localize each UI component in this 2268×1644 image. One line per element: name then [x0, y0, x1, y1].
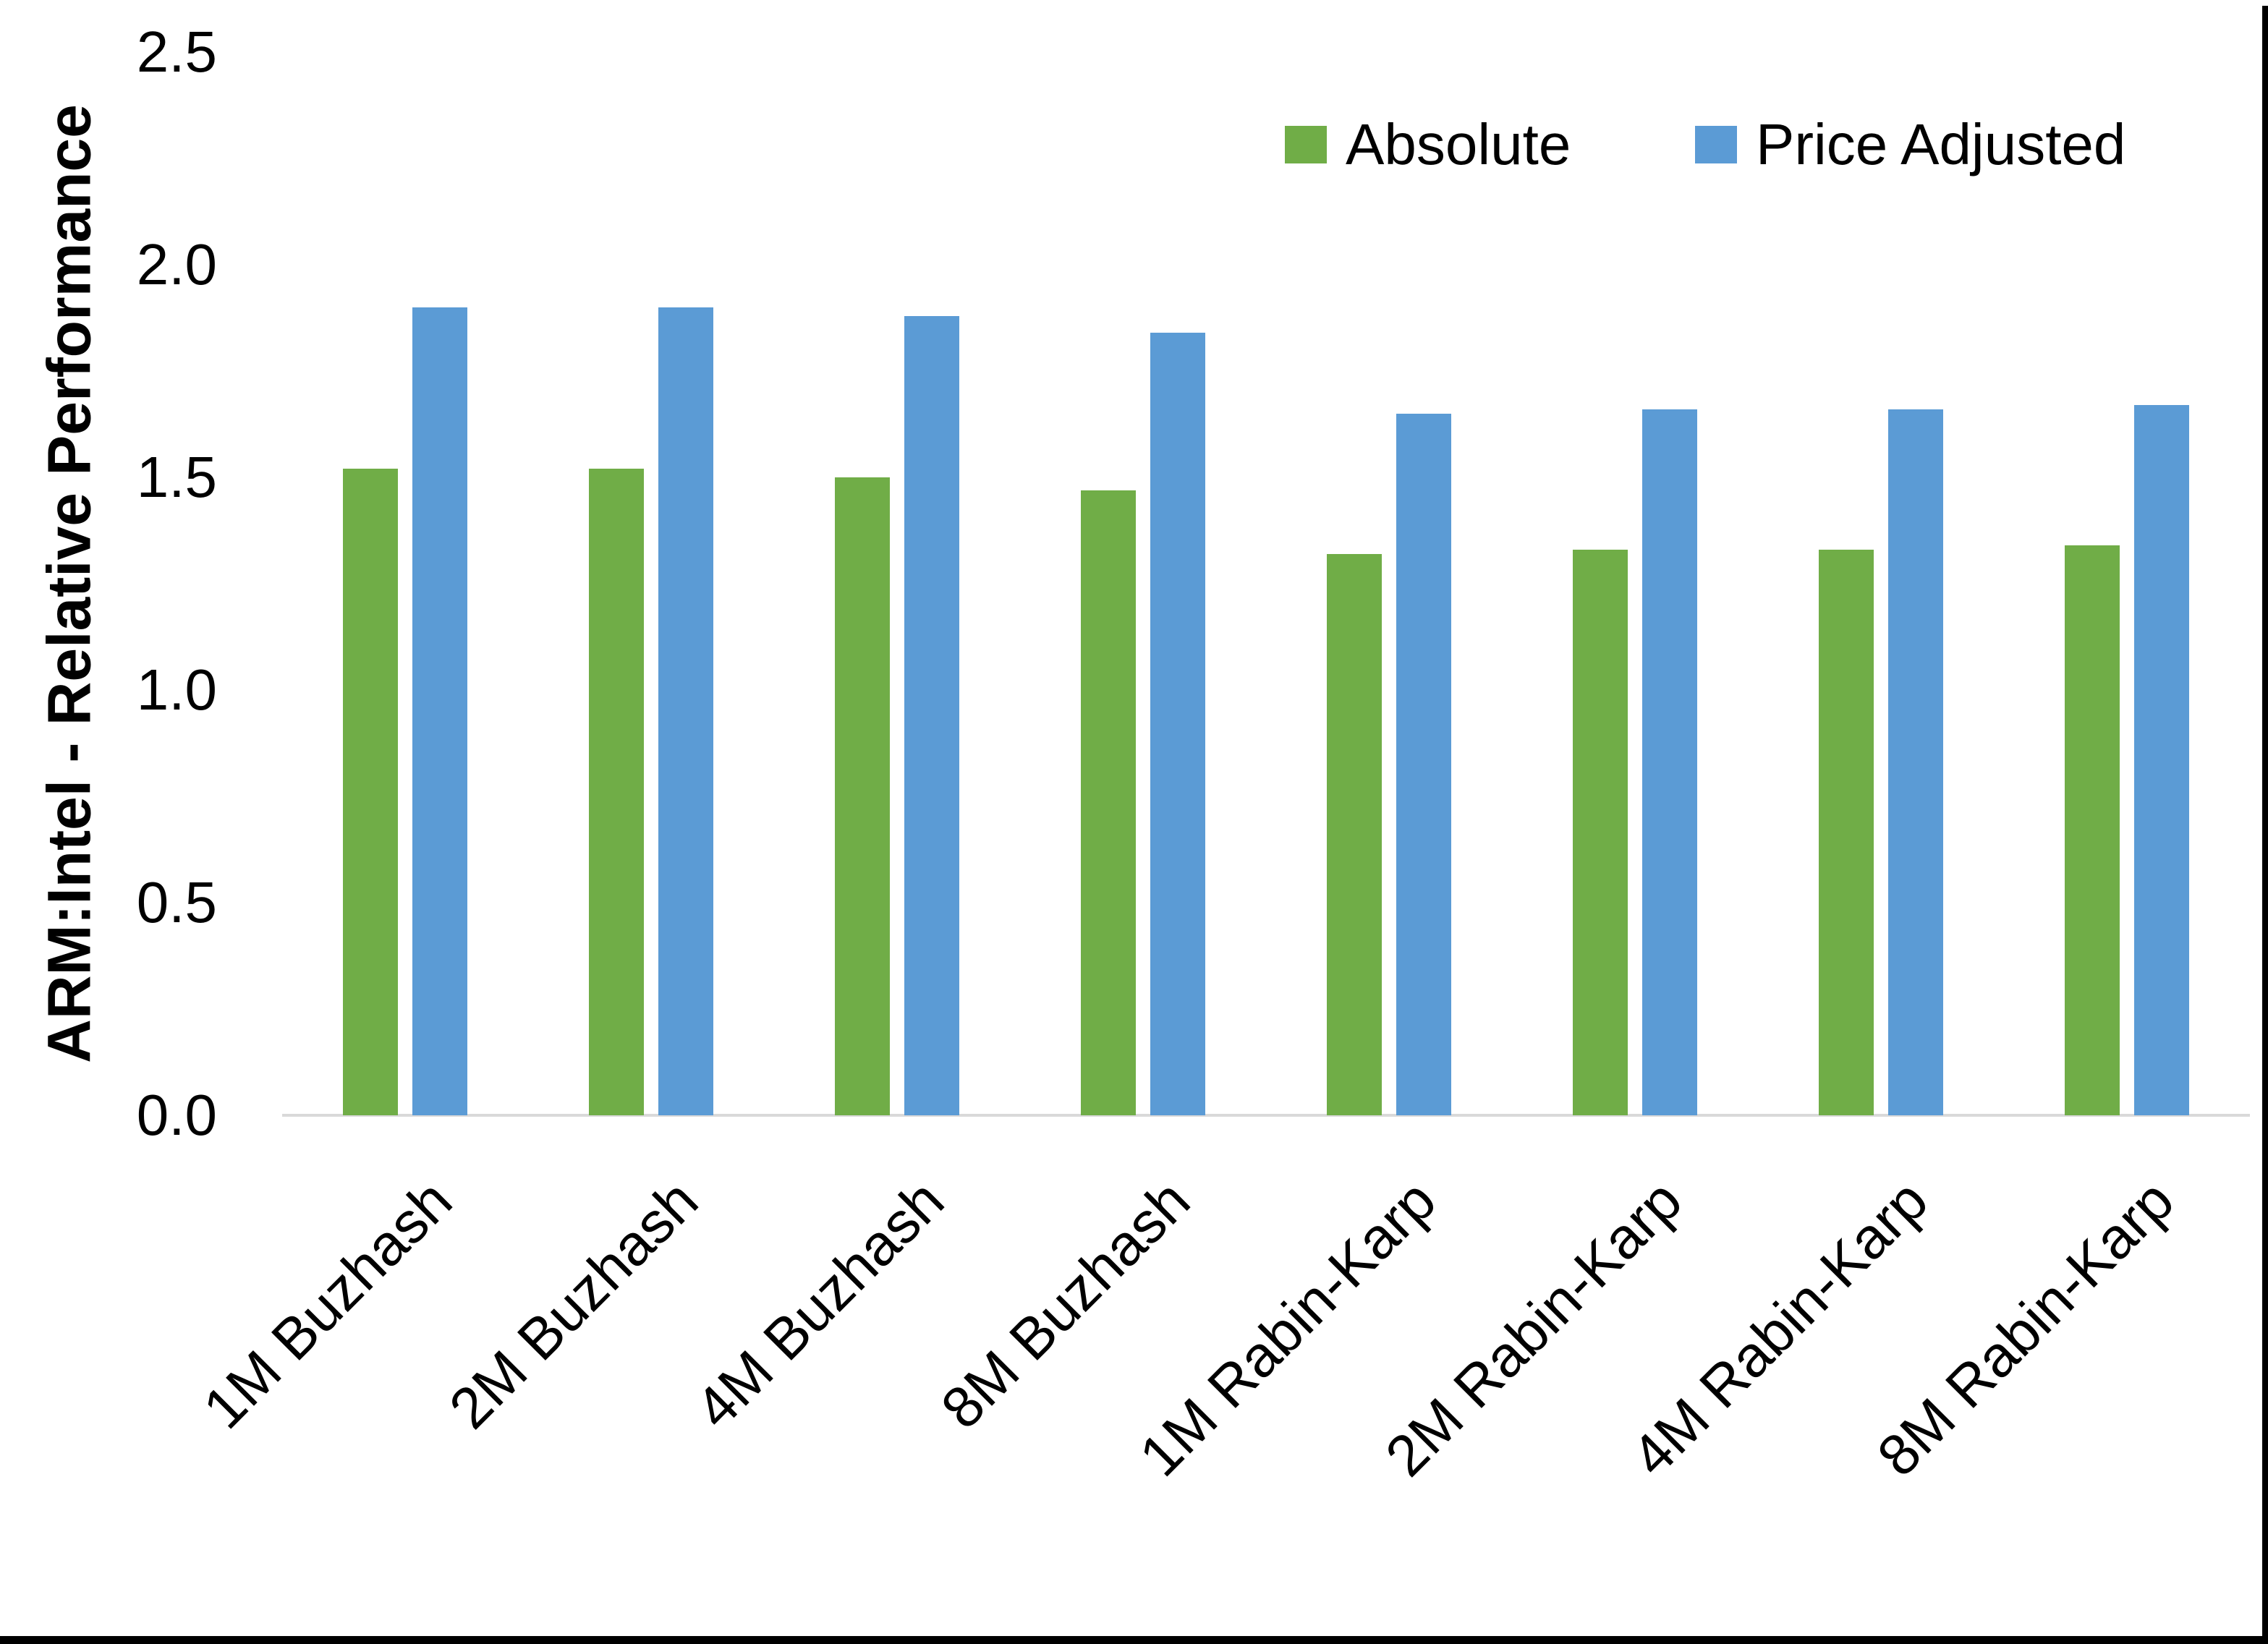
bar-price-adjusted-4m-buzhash: [904, 315, 959, 1115]
bar-group: [1020, 52, 1266, 1115]
bar-price-adjusted-8m-rabin-karp: [2134, 405, 2189, 1115]
bar-absolute-4m-buzhash: [835, 477, 890, 1115]
bar-price-adjusted-1m-rabin-karp: [1396, 413, 1451, 1115]
bar-group: [774, 52, 1020, 1115]
legend-item-price-adjusted: Price Adjusted: [1695, 116, 2125, 174]
plot-area: [282, 52, 2250, 1117]
bar-price-adjusted-8m-buzhash: [1150, 333, 1205, 1115]
x-axis-baseline: [282, 1114, 2250, 1117]
x-axis-label: 8M Buzhash: [929, 1167, 1202, 1441]
y-tick-label: 2.5: [136, 20, 217, 84]
legend-label-price-adjusted: Price Adjusted: [1756, 112, 2126, 176]
x-axis-label: 2M Buzhash: [437, 1167, 710, 1441]
y-tick-label: 1.5: [136, 445, 217, 509]
bar-group: [2004, 52, 2250, 1115]
bar-absolute-2m-buzhash: [589, 469, 644, 1115]
screenshot-right-border: [2262, 6, 2268, 1644]
bar-price-adjusted-4m-rabin-karp: [1888, 409, 1943, 1115]
bar-price-adjusted-2m-buzhash: [658, 307, 713, 1115]
bar-group: [282, 52, 528, 1115]
bar-price-adjusted-1m-buzhash: [412, 307, 467, 1115]
bar-absolute-8m-rabin-karp: [2065, 545, 2120, 1115]
bar-price-adjusted-2m-rabin-karp: [1642, 409, 1697, 1115]
bar-absolute-1m-rabin-karp: [1327, 553, 1382, 1115]
x-axis-label: 1M Buzhash: [191, 1167, 464, 1441]
legend-swatch-absolute-icon: [1285, 126, 1327, 163]
bar-group: [1758, 52, 2004, 1115]
bar-absolute-1m-buzhash: [343, 469, 398, 1115]
bar-absolute-2m-rabin-karp: [1573, 549, 1628, 1115]
y-tick-label: 0.0: [136, 1083, 217, 1147]
bar-group: [1512, 52, 1758, 1115]
bar-groups: [282, 52, 2250, 1115]
x-axis-label: 4M Buzhash: [683, 1167, 956, 1441]
bar-absolute-4m-rabin-karp: [1819, 549, 1874, 1115]
legend-item-absolute: Absolute: [1285, 116, 1571, 174]
bar-group: [1266, 52, 1512, 1115]
screenshot-bottom-border: [0, 1636, 2268, 1644]
y-tick-label: 0.5: [136, 870, 217, 934]
y-tick-label: 1.0: [136, 657, 217, 722]
bar-absolute-8m-buzhash: [1081, 490, 1136, 1115]
legend-label-absolute: Absolute: [1346, 112, 1571, 176]
legend-swatch-price-adjusted-icon: [1695, 126, 1737, 163]
y-tick-label: 2.0: [136, 232, 217, 297]
bar-group: [528, 52, 774, 1115]
